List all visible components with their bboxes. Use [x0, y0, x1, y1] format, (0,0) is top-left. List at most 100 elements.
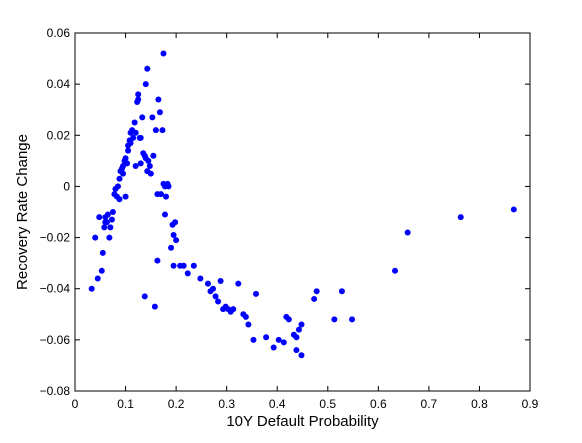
x-tick-label: 0.8	[471, 397, 488, 411]
data-point	[145, 157, 152, 164]
y-tick-label: −0.08	[40, 384, 71, 398]
data-point	[280, 339, 287, 346]
data-point	[298, 321, 305, 328]
data-point	[135, 96, 142, 103]
data-point	[108, 216, 115, 223]
data-point	[104, 211, 111, 218]
data-point	[152, 127, 159, 134]
data-point	[155, 96, 162, 103]
data-point	[149, 114, 156, 121]
data-point	[99, 249, 106, 256]
y-tick-label: 0	[63, 179, 70, 193]
data-point	[392, 267, 399, 274]
y-axis-ticks: −0.08 −0.06 −0.04 −0.02 0 0.02 0.04 0.06	[40, 26, 530, 398]
data-point	[457, 214, 464, 221]
data-point	[131, 119, 138, 126]
data-point	[245, 321, 252, 328]
data-point	[101, 224, 108, 231]
data-point	[125, 147, 132, 154]
data-point	[172, 219, 179, 226]
data-point	[210, 285, 217, 292]
data-point	[130, 134, 137, 141]
data-point	[168, 244, 175, 251]
y-tick-label: −0.02	[40, 231, 71, 245]
data-point	[139, 114, 146, 121]
y-tick-label: 0.06	[47, 26, 71, 40]
data-point	[96, 214, 103, 221]
data-point	[116, 175, 123, 182]
data-point	[298, 352, 305, 359]
data-point	[170, 232, 177, 239]
data-point	[331, 316, 338, 323]
data-point	[404, 229, 411, 236]
data-point	[154, 257, 161, 264]
data-point	[212, 293, 219, 300]
data-point	[285, 316, 292, 323]
data-point	[159, 127, 166, 134]
data-point	[137, 134, 144, 141]
data-point	[157, 191, 164, 198]
data-point	[270, 344, 277, 351]
data-point	[215, 298, 222, 305]
data-point	[146, 162, 153, 169]
data-point	[135, 91, 142, 98]
x-tick-label: 0.4	[269, 397, 286, 411]
x-axis-ticks: 0 0.1 0.2 0.3 0.4 0.5 0.6 0.7 0.8 0.9	[72, 33, 539, 411]
data-point	[106, 234, 113, 241]
x-tick-label: 0.6	[370, 397, 387, 411]
data-point	[311, 295, 318, 302]
x-tick-label: 0.2	[168, 397, 185, 411]
data-point	[242, 313, 249, 320]
data-point	[107, 224, 114, 231]
data-point	[173, 237, 180, 244]
data-point	[180, 262, 187, 269]
data-point	[132, 162, 139, 169]
data-point	[109, 209, 116, 215]
data-points	[88, 50, 517, 359]
data-point	[114, 183, 121, 190]
data-point	[144, 65, 151, 72]
data-point	[94, 275, 101, 282]
data-point	[156, 109, 163, 116]
data-point	[132, 129, 139, 136]
data-point	[217, 278, 224, 285]
data-point	[293, 347, 300, 354]
data-point	[252, 290, 259, 297]
y-tick-label: −0.06	[40, 333, 71, 347]
y-tick-label: 0.04	[47, 77, 71, 91]
y-tick-label: −0.04	[40, 282, 71, 296]
data-point	[230, 306, 237, 313]
plot-area-frame	[74, 32, 531, 392]
data-point	[293, 334, 300, 341]
data-point	[98, 267, 105, 274]
data-point	[165, 183, 172, 190]
x-axis-title: 10Y Default Probability	[226, 413, 379, 430]
data-point	[313, 288, 320, 295]
data-point	[147, 170, 154, 177]
data-point	[263, 334, 270, 341]
y-axis-title: Recovery Rate Change	[14, 134, 31, 290]
data-point	[204, 280, 211, 287]
data-point	[197, 275, 204, 282]
data-point	[190, 262, 197, 269]
data-point	[142, 81, 149, 88]
data-point	[141, 293, 148, 300]
x-tick-label: 0.3	[218, 397, 235, 411]
data-point	[151, 303, 158, 310]
data-point	[250, 336, 257, 343]
data-point	[295, 326, 302, 333]
data-point	[88, 285, 95, 292]
x-tick-label: 0.5	[319, 397, 336, 411]
data-point	[161, 211, 168, 218]
data-point	[116, 196, 123, 203]
data-point	[122, 193, 129, 200]
x-tick-label: 0.7	[421, 397, 438, 411]
x-tick-label: 0.1	[117, 397, 134, 411]
data-point	[510, 206, 517, 213]
data-point	[349, 316, 356, 323]
x-tick-label: 0.9	[522, 397, 539, 411]
data-point	[92, 234, 99, 241]
data-point	[122, 155, 129, 162]
